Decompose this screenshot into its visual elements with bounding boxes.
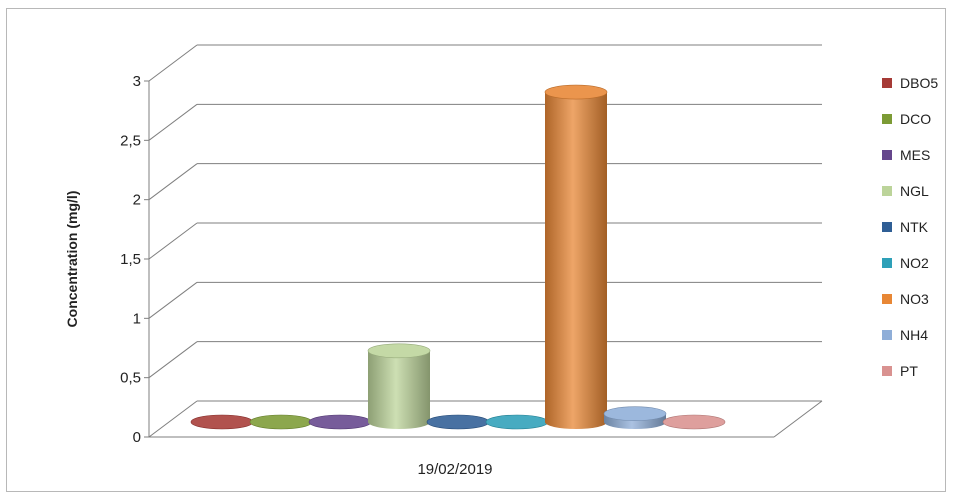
x-tick-label: 19/02/2019 (417, 461, 492, 478)
legend-label: DBO5 (900, 75, 938, 91)
bar-dbo5 (190, 414, 254, 430)
legend-label: NGL (900, 183, 929, 199)
bar-pt (662, 414, 726, 430)
legend-item-no2: NO2 (882, 255, 929, 271)
legend-swatch (882, 294, 892, 304)
gridline (148, 103, 822, 141)
bar-dco (249, 414, 313, 430)
bar-no2 (485, 414, 549, 430)
legend-swatch (882, 150, 892, 160)
gridline (148, 163, 822, 201)
floor-edge (773, 400, 823, 438)
legend-label: NO3 (900, 291, 929, 307)
axis-labels: Concentration (mg/l) 19/02/2019 (64, 191, 493, 478)
gridline (148, 44, 822, 82)
legend-swatch (882, 186, 892, 196)
legend-swatch (882, 330, 892, 340)
axes: 0 0,5 1 1,5 2 2,5 3 (120, 73, 823, 446)
gridline (148, 222, 822, 260)
gridline (148, 281, 822, 319)
legend-item-no3: NO3 (882, 291, 929, 307)
bar-chart: 0 0,5 1 1,5 2 2,5 3 Concentration (mg/l) 19/02… (64, 44, 938, 478)
gridlines (148, 44, 822, 438)
bar-no3 (544, 84, 608, 430)
chart-area: 0 0,5 1 1,5 2 2,5 3 Concentration (mg/l) 19/02… (6, 8, 946, 492)
legend-item-ntk: NTK (882, 219, 929, 235)
legend-item-nh4: NH4 (882, 327, 928, 343)
legend-label: NO2 (900, 255, 929, 271)
y-tick-label: 3 (133, 73, 141, 90)
y-tick-label: 1 (133, 310, 141, 327)
legend-item-ngl: NGL (882, 183, 929, 199)
y-axis-title: Concentration (mg/l) (64, 191, 80, 328)
legend-item-pt: PT (882, 363, 918, 379)
legend-swatch (882, 222, 892, 232)
legend-swatch (882, 78, 892, 88)
y-tick-label: 2,5 (120, 132, 141, 149)
y-tick-label: 0,5 (120, 370, 141, 387)
legend-swatch (882, 258, 892, 268)
bar-mes (308, 414, 372, 430)
legend-label: NTK (900, 219, 929, 235)
legend-item-dbo5: DBO5 (882, 75, 938, 91)
bar-ngl (367, 343, 431, 429)
bar-ntk (426, 414, 490, 430)
legend-label: DCO (900, 111, 931, 127)
legend-item-dco: DCO (882, 111, 931, 127)
legend-swatch (882, 114, 892, 124)
y-tick-label: 1,5 (120, 251, 141, 268)
y-tick-label: 2 (133, 192, 141, 209)
legend-item-mes: MES (882, 147, 930, 163)
legend-swatch (882, 366, 892, 376)
legend-label: MES (900, 147, 930, 163)
legend-label: PT (900, 363, 918, 379)
gridline (148, 400, 822, 438)
legend-label: NH4 (900, 327, 928, 343)
bar-nh4 (603, 406, 667, 429)
gridline (148, 341, 822, 379)
y-tick-label: 0 (133, 429, 141, 446)
bars (190, 84, 726, 430)
legend: DBO5 DCO MES NGL NTK NO2 NO3 NH4 PT (882, 75, 938, 379)
